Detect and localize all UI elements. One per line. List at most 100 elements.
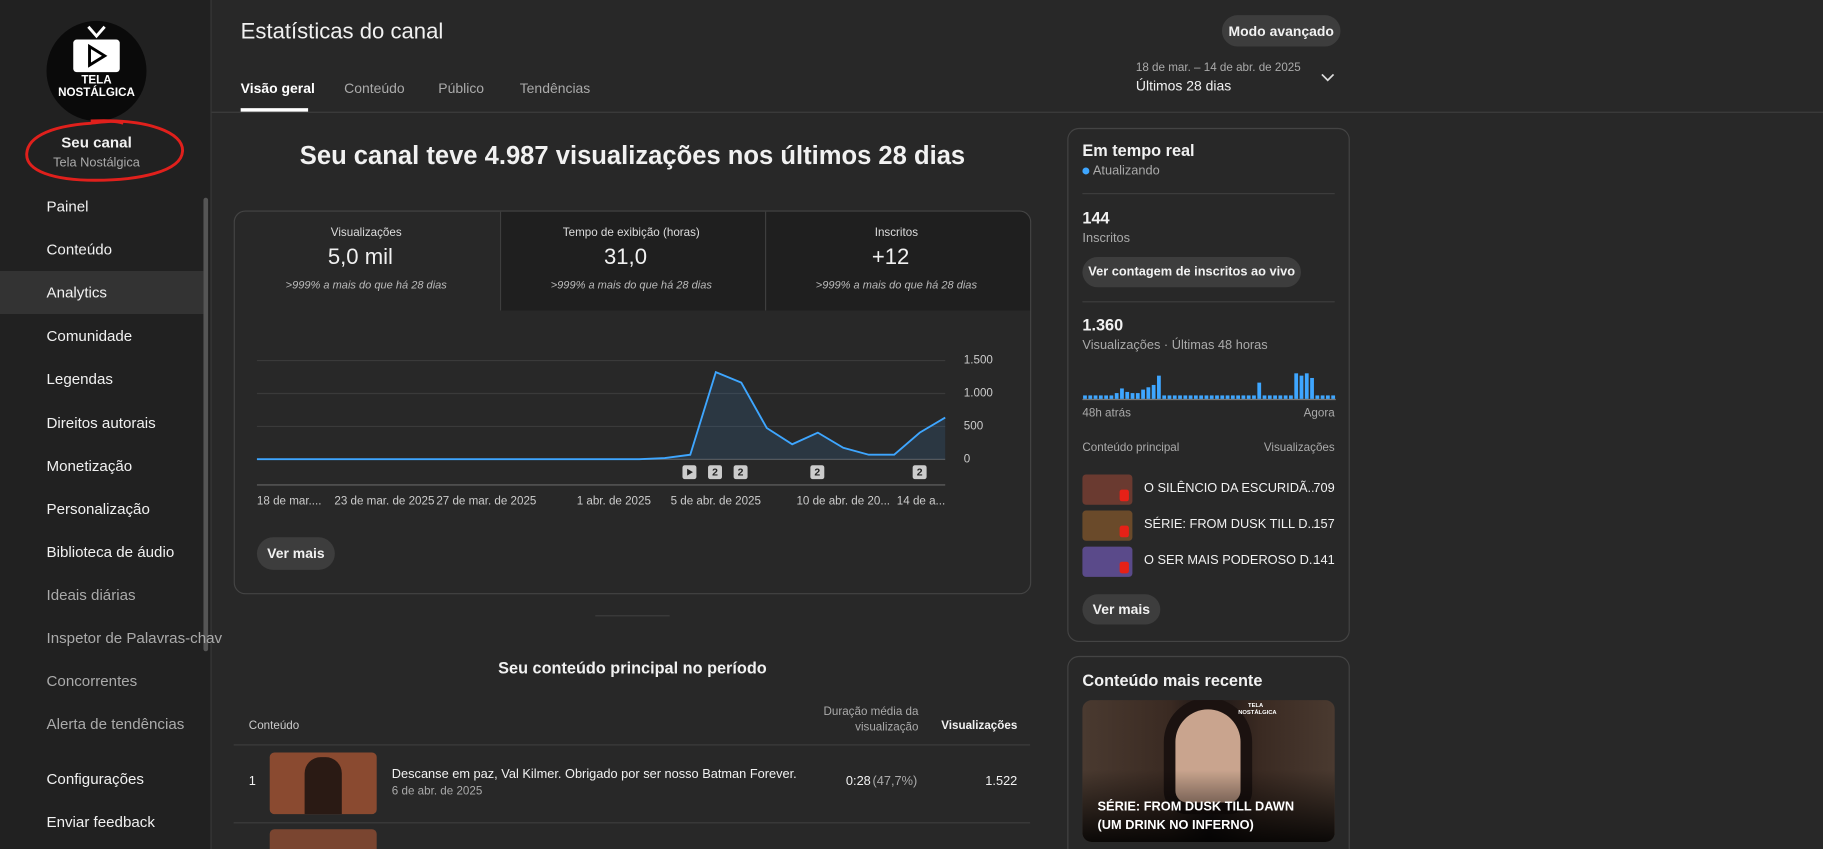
- nav-label[interactable]: Concorrentes: [46, 672, 138, 690]
- nav-label[interactable]: Ideais diárias: [46, 586, 136, 604]
- nav-label[interactable]: Direitos autorais: [46, 413, 156, 431]
- nav-item[interactable]: Legendas: [0, 357, 203, 400]
- x-tick-label: 5 de abr. de 2025: [671, 494, 761, 507]
- item-thumbnail[interactable]: [1082, 510, 1133, 541]
- period-chevron[interactable]: [1320, 72, 1336, 84]
- nav-item[interactable]: Personalização: [0, 487, 203, 530]
- nav-label[interactable]: Comunidade: [46, 327, 133, 345]
- y-tick-label: 500: [964, 419, 983, 432]
- nav-item[interactable]: Enviar feedback: [0, 800, 203, 843]
- bar: [1230, 395, 1235, 399]
- video-marker[interactable]: 2: [708, 465, 722, 480]
- bar: [1262, 395, 1267, 399]
- row-percent: (47,7%): [872, 774, 918, 789]
- bar: [1209, 395, 1214, 399]
- nav-label[interactable]: Enviar feedback: [46, 812, 155, 831]
- views-chart: 0 500 1.000 1.500 18 de mar.... 23 de mar. de…: [256, 354, 993, 507]
- nav-label[interactable]: Conteúdo: [46, 240, 113, 259]
- nav-item[interactable]: Direitos autorais: [0, 401, 203, 444]
- column-header: Visualizações: [941, 719, 1018, 733]
- item-title[interactable]: O SER MAIS PODEROSO D...: [1144, 553, 1320, 568]
- bar: [1104, 395, 1108, 399]
- nav-item[interactable]: Inspetor de Palavras-chav: [0, 616, 223, 659]
- row-duration: 0:28: [845, 774, 871, 789]
- nav-item[interactable]: Ideais diárias: [0, 573, 203, 616]
- nav-item[interactable]: Monetização: [0, 444, 203, 487]
- nav-label[interactable]: Painel: [46, 197, 89, 216]
- row-thumbnail[interactable]: [269, 752, 377, 815]
- nav-label[interactable]: Personalização: [46, 499, 150, 518]
- realtime-status: Atualizando: [1092, 163, 1160, 178]
- marker-count: 2: [814, 468, 820, 479]
- x-tick-label: 27 de mar. de 2025: [436, 494, 536, 507]
- nav-item[interactable]: Configurações: [0, 757, 203, 800]
- bar: [1257, 382, 1262, 399]
- section-divider: [595, 615, 670, 617]
- bar: [1178, 395, 1182, 399]
- live-count-button[interactable]: Ver contagem de inscritos ao vivo: [1082, 257, 1301, 288]
- nav-label[interactable]: Alerta de tendências: [46, 715, 185, 734]
- video-marker[interactable]: 2: [810, 465, 825, 480]
- thumbnail-figure: [304, 757, 342, 815]
- tab[interactable]: Público: [438, 80, 485, 97]
- bar: [1151, 384, 1156, 399]
- item-title[interactable]: SÉRIE: FROM DUSK TILL D...: [1144, 517, 1319, 532]
- row-thumbnail[interactable]: [269, 829, 377, 849]
- tab[interactable]: Conteúdo: [344, 80, 405, 97]
- bar: [1310, 377, 1314, 399]
- views-count: 1.360: [1082, 315, 1124, 334]
- nav-label[interactable]: Monetização: [46, 456, 133, 475]
- nav-label[interactable]: Inspetor de Palavras-chav: [46, 629, 223, 647]
- period[interactable]: Últimos 28 dias: [1135, 77, 1232, 95]
- nav-item[interactable]: Concorrentes: [0, 660, 203, 703]
- bar: [1315, 395, 1320, 399]
- channel-logo[interactable]: TELA NOSTÁLGICA: [45, 20, 147, 122]
- tab[interactable]: Tendências: [519, 80, 591, 97]
- row-title[interactable]: Descanse em paz, Val Kilmer. Obrigado po…: [391, 767, 797, 782]
- item-views: 141: [1313, 553, 1335, 568]
- item-title[interactable]: O SILÊNCIO DA ESCURIDÃ...: [1144, 481, 1319, 496]
- bar: [1146, 387, 1151, 399]
- marker-box: [912, 465, 927, 480]
- video-marker[interactable]: 2: [733, 465, 748, 480]
- advanced-mode-button[interactable]: Modo avançado: [1221, 15, 1341, 47]
- bar: [1183, 395, 1188, 399]
- item-views: 709: [1313, 481, 1335, 496]
- thumbnail-logo: NOSTÁLGICA: [1238, 709, 1277, 717]
- column-header: Duração média da visualização: [823, 705, 919, 734]
- sidebar: TELA NOSTÁLGICA Seu canal Tela Nostálgic…: [0, 0, 223, 849]
- nav-item[interactable]: Comunidade: [0, 314, 203, 357]
- x-tick-label: 1 abr. de 2025: [577, 494, 651, 507]
- metric-value: 5,0 mil: [327, 245, 393, 270]
- nav-item[interactable]: Alerta de tendências: [0, 703, 203, 746]
- y-tick-label: 0: [964, 452, 970, 465]
- video-marker[interactable]: 2: [912, 465, 927, 480]
- nav-label[interactable]: Analytics: [46, 283, 107, 302]
- channel-name: Tela Nostálgica: [53, 155, 140, 170]
- nav-item[interactable]: Painel: [0, 185, 203, 228]
- nav-item[interactable]: Biblioteca de áudio: [0, 530, 203, 573]
- scrollbar[interactable]: [203, 197, 209, 652]
- item-thumbnail[interactable]: [1082, 546, 1133, 577]
- video-marker[interactable]: [682, 465, 697, 480]
- more-button[interactable]: Ver mais: [1082, 594, 1161, 625]
- tab[interactable]: Visão geral: [240, 80, 315, 97]
- nav-label[interactable]: Configurações: [46, 769, 144, 788]
- bar: [1083, 395, 1087, 399]
- latest-video-title: SÉRIE: FROM DUSK TILL DAWN (UM DRINK NO …: [1097, 800, 1295, 833]
- metric-comparison: >999% a mais do que há 28 dias: [815, 279, 977, 292]
- nav-label[interactable]: Legendas: [46, 370, 113, 388]
- bar: [1215, 395, 1219, 399]
- metric-label: Inscritos: [874, 226, 919, 240]
- item-thumbnail[interactable]: [1082, 474, 1133, 505]
- nav-item[interactable]: Conteúdo: [0, 228, 203, 271]
- nav-item[interactable]: Analytics: [0, 271, 204, 315]
- nav-label[interactable]: Biblioteca de áudio: [46, 542, 175, 561]
- latest-thumbnail[interactable]: TELA NOSTÁLGICA SÉRIE: FROM DUSK TILL DA…: [1082, 700, 1335, 843]
- table-divider: [233, 822, 1031, 824]
- bar: [1294, 373, 1299, 399]
- bar: [1098, 395, 1103, 399]
- marker-play: [687, 468, 693, 476]
- bar: [1289, 395, 1293, 399]
- more-button[interactable]: Ver mais: [256, 537, 335, 570]
